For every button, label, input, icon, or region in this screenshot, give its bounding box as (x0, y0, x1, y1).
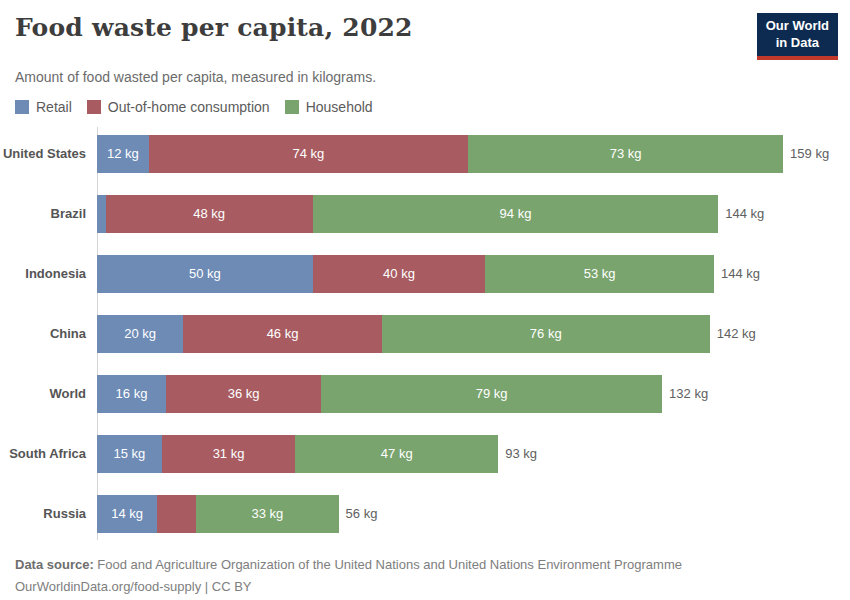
legend-label: Household (306, 99, 373, 115)
bar-stack: 20 kg46 kg76 kg 142 kg (97, 315, 756, 353)
bar-segment-retail[interactable]: 15 kg (97, 435, 162, 473)
owid-logo[interactable]: Our World in Data (757, 13, 838, 60)
legend-label: Out-of-home consumption (108, 99, 270, 115)
data-source-label: Data source: (15, 557, 94, 572)
bar-segment-out_of_home[interactable]: 40 kg (313, 255, 486, 293)
logo-line-1: Our World (766, 18, 829, 35)
country-label-indonesia: Indonesia (0, 266, 92, 281)
bar-row-south-africa: South Africa 15 kg31 kg47 kg 93 kg (0, 435, 850, 473)
bar-segment-household[interactable]: 73 kg (468, 135, 783, 173)
bar-segment-household[interactable]: 76 kg (382, 315, 710, 353)
page-title: Food waste per capita, 2022 (15, 13, 413, 43)
bar-segment-household[interactable]: 53 kg (485, 255, 714, 293)
chart-header: Food waste per capita, 2022 Our World in… (0, 0, 850, 60)
bar-total-label: 144 kg (725, 206, 764, 221)
bar-segment-out_of_home[interactable]: 48 kg (106, 195, 313, 233)
bar-segment-retail[interactable]: 20 kg (97, 315, 183, 353)
logo-line-2: in Data (766, 35, 829, 52)
legend-item-household[interactable]: Household (285, 99, 373, 115)
bar-total-label: 93 kg (505, 446, 537, 461)
owid-chart-page: Food waste per capita, 2022 Our World in… (0, 0, 850, 600)
bar-segment-retail[interactable]: 50 kg (97, 255, 313, 293)
bar-segment-household[interactable]: 94 kg (313, 195, 719, 233)
bar-segment-household[interactable]: 33 kg (196, 495, 338, 533)
bar-row-indonesia: Indonesia 50 kg40 kg53 kg 144 kg (0, 255, 850, 293)
bar-segment-retail[interactable]: 12 kg (97, 135, 149, 173)
bar-stack: 48 kg94 kg 144 kg (97, 195, 764, 233)
bar-segment-retail[interactable]: 16 kg (97, 375, 166, 413)
bar-row-united-states: United States 12 kg74 kg73 kg 159 kg (0, 135, 850, 173)
bar-segment-retail[interactable] (97, 195, 106, 233)
bar-total-label: 132 kg (669, 386, 708, 401)
chart-footer: Data source: Food and Agriculture Organi… (0, 540, 850, 594)
bar-stack: 14 kg 33 kg 56 kg (97, 495, 377, 533)
legend-item-retail[interactable]: Retail (15, 99, 72, 115)
data-source-line: Data source: Food and Agriculture Organi… (15, 556, 835, 575)
legend-label: Retail (36, 99, 72, 115)
bar-stack: 12 kg74 kg73 kg 159 kg (97, 135, 829, 173)
country-label-world: World (0, 386, 92, 401)
bar-segment-out_of_home[interactable] (157, 495, 196, 533)
bar-total-label: 144 kg (721, 266, 760, 281)
bar-total-label: 142 kg (717, 326, 756, 341)
country-label-united-states: United States (0, 146, 92, 161)
bar-segment-out_of_home[interactable]: 31 kg (162, 435, 296, 473)
country-label-russia: Russia (0, 506, 92, 521)
legend-swatch-household (285, 100, 299, 114)
legend: Retail Out-of-home consumption Household (15, 99, 835, 115)
legend-swatch-out_of_home (87, 100, 101, 114)
bar-stack: 16 kg36 kg79 kg 132 kg (97, 375, 708, 413)
legend-item-out-of-home-consumption[interactable]: Out-of-home consumption (87, 99, 270, 115)
data-source-text: Food and Agriculture Organization of the… (94, 557, 682, 572)
bar-segment-household[interactable]: 47 kg (295, 435, 498, 473)
bar-segment-retail[interactable]: 14 kg (97, 495, 157, 533)
chart-subtitle: Amount of food wasted per capita, measur… (15, 69, 835, 85)
bar-total-label: 56 kg (346, 506, 378, 521)
bar-row-china: China 20 kg46 kg76 kg 142 kg (0, 315, 850, 353)
country-label-brazil: Brazil (0, 206, 92, 221)
country-label-china: China (0, 326, 92, 341)
bar-segment-out_of_home[interactable]: 74 kg (149, 135, 468, 173)
bar-row-world: World 16 kg36 kg79 kg 132 kg (0, 375, 850, 413)
legend-swatch-retail (15, 100, 29, 114)
bar-total-label: 159 kg (790, 146, 829, 161)
bar-row-russia: Russia 14 kg 33 kg 56 kg (0, 495, 850, 533)
bar-segment-household[interactable]: 79 kg (321, 375, 662, 413)
license-link[interactable]: OurWorldinData.org/food-supply | CC BY (15, 579, 835, 594)
bar-row-brazil: Brazil 48 kg94 kg 144 kg (0, 195, 850, 233)
country-label-south-africa: South Africa (0, 446, 92, 461)
bar-stack: 15 kg31 kg47 kg 93 kg (97, 435, 537, 473)
stacked-bar-chart: United States 12 kg74 kg73 kg 159 kg Brazil… (0, 115, 850, 540)
bar-stack: 50 kg40 kg53 kg 144 kg (97, 255, 760, 293)
bar-segment-out_of_home[interactable]: 36 kg (166, 375, 321, 413)
bar-segment-out_of_home[interactable]: 46 kg (183, 315, 382, 353)
